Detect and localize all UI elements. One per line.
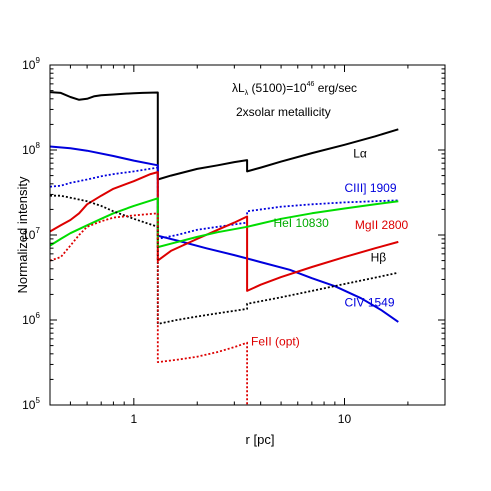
series-line-l	[49, 91, 399, 181]
series-line-feii-opt	[49, 212, 248, 405]
tick-layer	[49, 64, 446, 406]
series-line-h	[50, 194, 399, 325]
annotation-luminosity: λLλ (5100)=1046 erg/sec	[232, 81, 357, 97]
annotation-luminosity-sup: 46	[307, 81, 315, 88]
x-tick-label: 10	[338, 412, 352, 426]
series-line-ciii-1909	[49, 166, 399, 240]
series-label-layer: Lα CIII] 1909 HeI 10830 MgII 2800 Hβ CIV 1549…	[251, 146, 409, 348]
series-label-l: Lα	[353, 146, 367, 160]
y-tick-label: 109	[22, 56, 40, 72]
series-label-feii-opt: FeII (opt)	[251, 335, 300, 349]
annotation-luminosity-suffix: erg/sec	[314, 81, 357, 95]
y-tick-label: 107	[22, 226, 40, 242]
y-tick-label: 106	[22, 311, 40, 327]
series-label-civ-1549: CIV 1549	[344, 295, 394, 309]
series-label-ciii-1909: CIII] 1909	[344, 181, 396, 195]
series-label-h: Hβ	[371, 250, 387, 264]
y-axis-label: Normalized intensity	[15, 176, 30, 294]
y-tick-label: 105	[22, 396, 40, 412]
annotation-luminosity-sub: λ	[245, 90, 249, 97]
annotation-luminosity-mid: (5100)=10	[248, 81, 307, 95]
annotation-metallicity: 2xsolar metallicity	[236, 105, 331, 119]
x-axis-label: r [pc]	[246, 432, 275, 447]
series-line-hei-10830	[49, 197, 399, 249]
x-tick-label: 1	[130, 412, 137, 426]
series-label-mgii-2800: MgII 2800	[355, 218, 409, 232]
series-layer	[49, 91, 399, 405]
series-line-civ-1549	[49, 145, 399, 323]
series-label-hei-10830: HeI 10830	[273, 216, 329, 230]
annotation-luminosity-prefix: λL	[232, 81, 245, 95]
y-tick-label: 108	[22, 141, 40, 157]
series-line-mgii-2800	[49, 171, 399, 292]
